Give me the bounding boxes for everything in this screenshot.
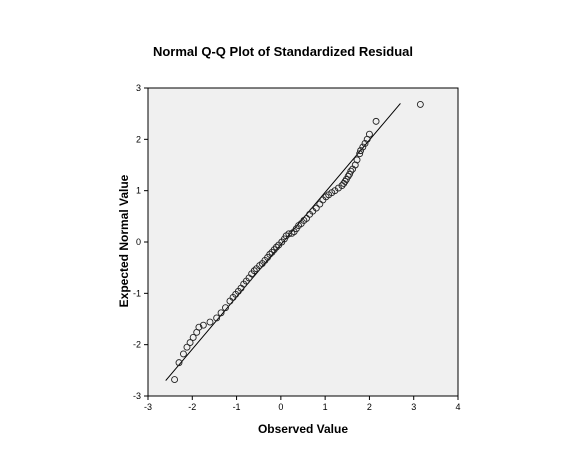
y-tick-label: 0 [136,237,141,247]
data-point [268,248,276,256]
y-tick-label: -1 [133,288,141,298]
data-point [356,150,364,158]
y-tick-label: 3 [136,83,141,93]
data-point [363,135,371,143]
x-tick-label: 0 [278,402,283,412]
data-point [193,328,201,336]
data-point [275,241,283,249]
x-axis-label: Observed Value [258,422,348,436]
x-tick-label: 1 [323,402,328,412]
data-point [253,265,260,273]
data-point [222,304,229,312]
data-point [340,180,348,187]
data-point [316,200,324,208]
x-tick-label: 3 [411,402,416,412]
data-point [171,376,179,384]
data-point [186,339,194,347]
y-tick-label: 1 [136,186,141,196]
data-point [372,117,380,125]
plot-area [147,87,459,397]
x-tick-label: 2 [367,402,372,412]
data-point [183,343,191,351]
y-tick-label: -2 [133,340,141,350]
x-tick-label: -1 [233,402,241,412]
data-point [213,314,221,322]
y-tick-label: 2 [136,134,141,144]
chart-title: Normal Q-Q Plot of Standardized Residual [153,44,413,59]
data-point [357,147,365,155]
axis-ticks: -3 -2 -1 0 1 2 3 4 -3 -2 -1 0 1 2 3 [133,83,461,412]
x-tick-label: -2 [188,402,196,412]
data-point [179,350,187,358]
data-point [416,100,424,108]
data-point [359,143,367,151]
data-point [175,359,183,367]
data-point [226,297,234,305]
data-points [171,100,424,384]
x-tick-label: -3 [144,402,152,412]
data-point [189,334,197,341]
data-point [199,321,207,329]
y-axis-label: Expected Normal Value [117,174,131,307]
data-point [217,309,225,317]
data-point [361,139,369,147]
x-tick-label: 4 [455,402,460,412]
y-tick-label: -3 [133,391,141,401]
data-point [288,229,296,237]
data-point [346,170,353,178]
data-point [349,165,357,173]
data-point [206,318,214,326]
